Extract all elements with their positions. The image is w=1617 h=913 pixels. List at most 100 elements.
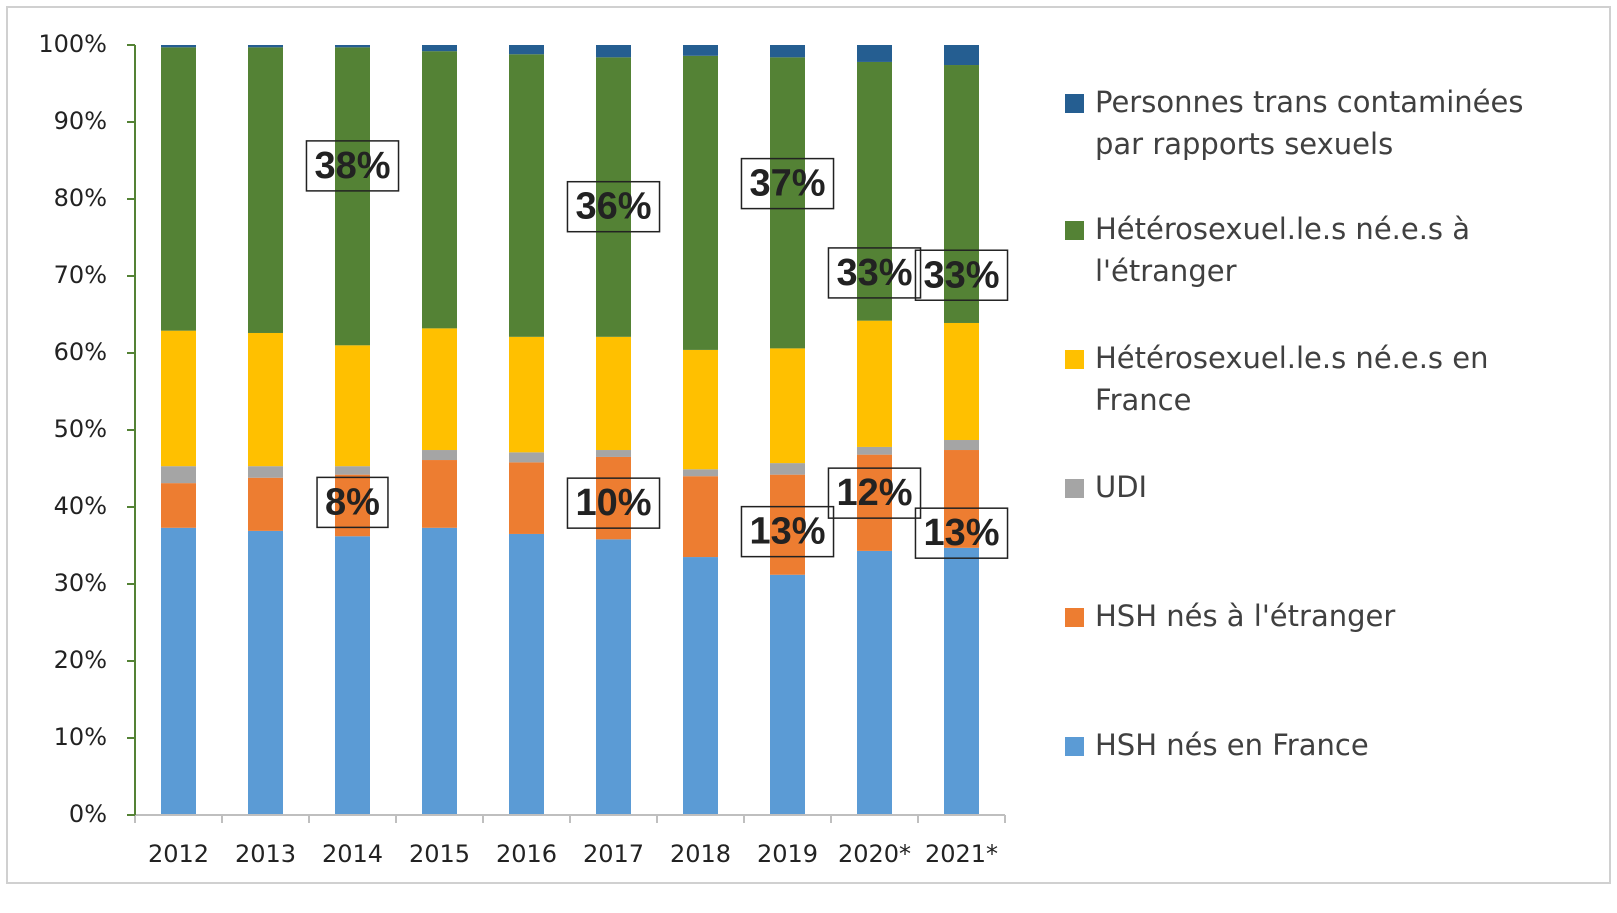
annotation-box bbox=[914, 507, 1009, 559]
y-tick-label: 10% bbox=[54, 723, 107, 751]
bar-segment bbox=[248, 530, 283, 815]
bar-segment bbox=[857, 446, 892, 455]
y-tick-label: 0% bbox=[69, 800, 107, 828]
bar-segment bbox=[770, 348, 805, 464]
x-tick-label: 2014 bbox=[322, 840, 383, 868]
legend-label: HSH nés en France bbox=[1095, 728, 1369, 762]
legend-swatch bbox=[1065, 350, 1084, 369]
bar-segment bbox=[161, 47, 196, 331]
bar-segment bbox=[596, 539, 631, 815]
bar-segment bbox=[770, 574, 805, 815]
annotation-box bbox=[305, 140, 400, 192]
bar-segment bbox=[770, 45, 805, 58]
bar-segment bbox=[509, 533, 544, 815]
bar-segment bbox=[161, 483, 196, 528]
bar-segment bbox=[335, 345, 370, 467]
bar-segment bbox=[770, 57, 805, 349]
y-tick-label: 70% bbox=[54, 261, 107, 289]
x-tick-label: 2015 bbox=[409, 840, 470, 868]
bar-segment bbox=[683, 349, 718, 470]
legend-item: Hétérosexuel.le.s né.e.s en France bbox=[1065, 337, 1555, 421]
legend-item: Hétérosexuel.le.s né.e.s à l'étranger bbox=[1065, 208, 1555, 292]
legend-item: Personnes trans contaminées par rapports… bbox=[1065, 81, 1555, 165]
bar-segment bbox=[596, 45, 631, 58]
bar-segment bbox=[509, 462, 544, 534]
bar-segment bbox=[596, 456, 631, 540]
legend-label: Personnes trans contaminées par rapports… bbox=[1095, 85, 1524, 161]
bar-segment bbox=[422, 51, 457, 329]
bar-segment bbox=[944, 450, 979, 548]
bar-segment bbox=[335, 47, 370, 346]
x-tick-label: 2012 bbox=[148, 840, 209, 868]
bar-segment bbox=[857, 45, 892, 62]
bar-segment bbox=[422, 450, 457, 461]
annotation: 36% bbox=[575, 186, 651, 228]
legend-item: HSH nés à l'étranger bbox=[1065, 595, 1555, 637]
y-tick-label: 50% bbox=[54, 415, 107, 443]
annotation: 13% bbox=[749, 511, 825, 553]
annotation-box bbox=[827, 467, 922, 519]
bar-segment bbox=[509, 45, 544, 55]
bar-segment bbox=[161, 45, 196, 48]
bar-segment bbox=[596, 57, 631, 337]
y-tick-label: 90% bbox=[54, 107, 107, 135]
bar-segment bbox=[596, 450, 631, 457]
x-tick-label: 2019 bbox=[757, 840, 818, 868]
bar-segment bbox=[683, 476, 718, 558]
bar-segment bbox=[422, 460, 457, 528]
bar-segment bbox=[683, 55, 718, 350]
y-tick-label: 20% bbox=[54, 646, 107, 674]
bar-segment bbox=[857, 320, 892, 447]
annotation: 33% bbox=[923, 254, 999, 296]
bar-segment bbox=[335, 45, 370, 48]
legend-swatch bbox=[1065, 608, 1084, 627]
bar-segment bbox=[770, 463, 805, 475]
annotation: 10% bbox=[575, 482, 651, 524]
bar-segment bbox=[509, 54, 544, 337]
bar-segment bbox=[944, 65, 979, 323]
bar-segment bbox=[857, 550, 892, 815]
bar-segment bbox=[509, 336, 544, 453]
bar-segment bbox=[422, 527, 457, 815]
bar-segment bbox=[944, 45, 979, 66]
bar-segment bbox=[944, 440, 979, 451]
annotation-box bbox=[914, 249, 1009, 301]
bar-segment bbox=[248, 477, 283, 531]
bar-segment bbox=[596, 336, 631, 451]
legend-swatch bbox=[1065, 479, 1084, 498]
bar-segment bbox=[683, 469, 718, 477]
bar-segment bbox=[944, 547, 979, 815]
annotation-box bbox=[827, 247, 922, 299]
y-tick-label: 30% bbox=[54, 569, 107, 597]
bar-segment bbox=[161, 466, 196, 484]
annotation: 33% bbox=[836, 252, 912, 294]
bar-segment bbox=[248, 47, 283, 333]
legend-label: Hétérosexuel.le.s né.e.s en France bbox=[1095, 341, 1489, 417]
annotation: 12% bbox=[836, 472, 912, 514]
bar-segment bbox=[422, 45, 457, 52]
x-tick-label: 2021* bbox=[925, 840, 998, 868]
legend-label: Hétérosexuel.le.s né.e.s à l'étranger bbox=[1095, 212, 1471, 288]
bar-segment bbox=[161, 330, 196, 467]
bar-segment bbox=[335, 466, 370, 475]
legend-label: HSH nés à l'étranger bbox=[1095, 599, 1396, 633]
legend-swatch bbox=[1065, 737, 1084, 756]
bar-segment bbox=[248, 332, 283, 467]
annotation-box bbox=[740, 505, 835, 558]
bar-segment bbox=[335, 536, 370, 815]
bar-segment bbox=[509, 452, 544, 463]
bar-segment bbox=[248, 45, 283, 48]
y-tick-label: 80% bbox=[54, 184, 107, 212]
bar-segment bbox=[335, 474, 370, 537]
bar-segment bbox=[422, 328, 457, 451]
bar-segment bbox=[770, 474, 805, 575]
annotation-box bbox=[566, 477, 661, 529]
legend-item: HSH nés en France bbox=[1065, 724, 1555, 766]
annotation: 38% bbox=[314, 145, 390, 187]
bar-segment bbox=[857, 61, 892, 321]
bar-segment bbox=[857, 454, 892, 551]
y-tick-label: 100% bbox=[38, 30, 107, 58]
x-tick-label: 2018 bbox=[670, 840, 731, 868]
annotation: 8% bbox=[325, 481, 380, 523]
bar-segment bbox=[248, 466, 283, 478]
